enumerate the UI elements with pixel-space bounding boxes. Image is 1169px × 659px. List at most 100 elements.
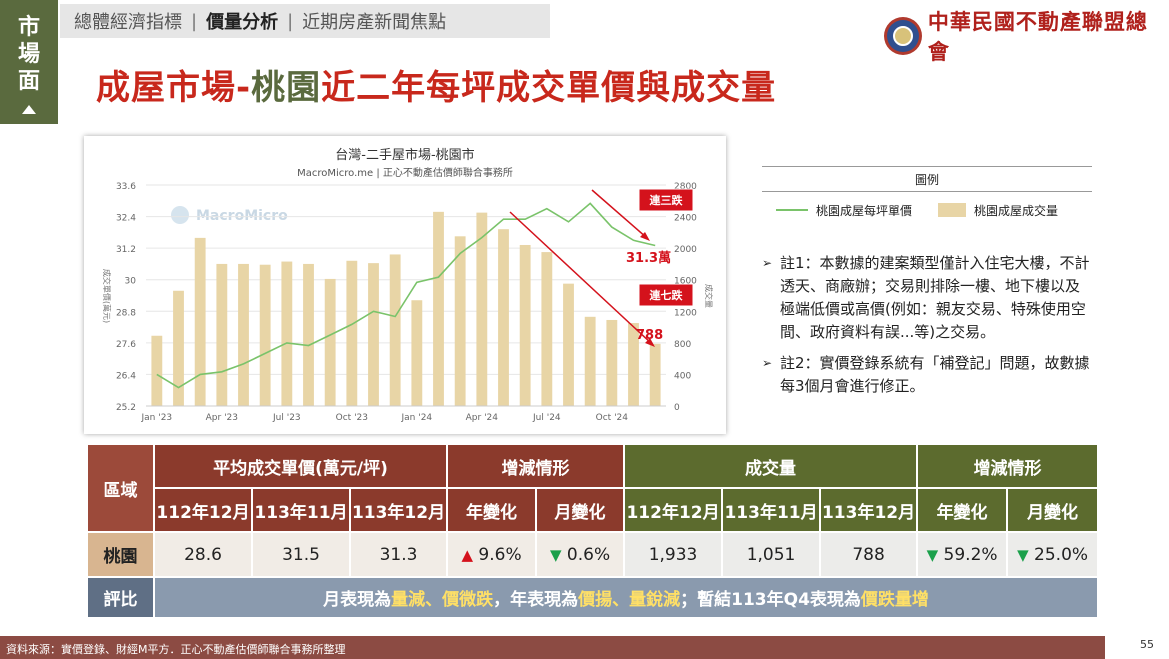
volume-bar bbox=[411, 300, 423, 406]
y-right-tick-label: 2000 bbox=[674, 245, 697, 255]
title-part-market: 成屋市場- bbox=[96, 68, 252, 108]
x-tick-label: Apr '23 bbox=[206, 413, 238, 423]
x-tick-label: Oct '24 bbox=[596, 413, 629, 423]
evaluation-row: 評比 月表現為量減、價微跌，年表現為價揚、量銳減；暫結113年Q4表現為價跌量增 bbox=[86, 576, 1100, 619]
combo-chart: 台灣-二手屋市場-桃園市 MacroMicro.me | 正心不動產估價師聯合事務… bbox=[102, 147, 714, 423]
volume-bar bbox=[649, 343, 661, 406]
eval-highlight: 量減、價微跌 bbox=[391, 590, 494, 610]
price-cell: 31.5 bbox=[251, 531, 351, 578]
org-name: 中華民國不動產聯盟總會 bbox=[927, 9, 1148, 64]
price-cell: 31.3 bbox=[348, 531, 449, 578]
chart-title: 台灣-二手屋市場-桃園市 bbox=[335, 147, 474, 163]
nav-separator: | bbox=[287, 10, 294, 32]
y-right-axis-label: 成交量 bbox=[704, 284, 714, 308]
period-header: 113年12月 bbox=[348, 487, 449, 533]
volume-bar bbox=[563, 283, 574, 406]
y-right-tick-label: 1600 bbox=[674, 277, 697, 287]
volume-yoy-value: 59.2% bbox=[943, 544, 998, 565]
arrow-head-icon bbox=[640, 232, 650, 241]
price-cell: 28.6 bbox=[153, 531, 253, 578]
y-left-tick-label: 28.8 bbox=[116, 308, 136, 318]
yoy-header: 年變化 bbox=[446, 487, 538, 533]
volume-bar bbox=[259, 264, 271, 406]
nav-item-macro[interactable]: 總體經濟指標 bbox=[74, 12, 182, 33]
volume-bar bbox=[476, 212, 488, 406]
nav-item-news[interactable]: 近期房產新聞焦點 bbox=[302, 12, 447, 33]
price-header: 平均成交單價(萬元/坪) bbox=[152, 443, 449, 489]
table-header-row: 區域 平均成交單價(萬元/坪) 增減情形 成交量 增減情形 bbox=[86, 443, 1100, 533]
eval-text: 月表現為量減、價微跌，年表現為價揚、量銳減；暫結113年Q4表現為價跌量增 bbox=[152, 576, 1100, 619]
nav-separator: | bbox=[191, 10, 198, 32]
y-left-tick-label: 30 bbox=[125, 277, 137, 287]
footer-bar bbox=[0, 636, 1105, 659]
volume-bar bbox=[628, 323, 639, 406]
chart-subtitle: MacroMicro.me | 正心不動產估價師聯合事務所 bbox=[297, 166, 513, 179]
eval-text-part: ；暫結113年Q4表現為 bbox=[680, 590, 861, 610]
price-change-header: 增減情形 bbox=[446, 443, 626, 489]
section-tag-char: 場 bbox=[17, 42, 40, 67]
trend-arrow-long bbox=[509, 211, 653, 345]
volume-change-header: 增減情形 bbox=[916, 443, 1100, 489]
note-item: ➢ 註1：本數據的建案類型僅計入住宅大樓，不計透天、商廠辦；交易則排除一樓、地下… bbox=[762, 252, 1094, 344]
nav-item-price-volume[interactable]: 價量分析 bbox=[206, 12, 279, 33]
section-tag-char: 面 bbox=[17, 69, 40, 94]
arrow-bullet-icon: ➢ bbox=[762, 256, 773, 270]
volume-bar bbox=[368, 263, 379, 406]
volume-bar bbox=[346, 260, 358, 406]
note-text: 註1：本數據的建案類型僅計入住宅大樓，不計透天、商廠辦；交易則排除一樓、地下樓以… bbox=[780, 254, 1090, 341]
area-cell: 桃園 bbox=[86, 531, 155, 578]
notes: ➢ 註1：本數據的建案類型僅計入住宅大樓，不計透天、商廠辦；交易則排除一樓、地下… bbox=[762, 252, 1094, 406]
period-header: 113年11月 bbox=[721, 487, 822, 533]
volume-bar bbox=[454, 236, 466, 406]
y-right-tick-label: 2800 bbox=[674, 182, 697, 192]
volume-bar bbox=[541, 252, 553, 406]
y-right-tick-label: 800 bbox=[674, 340, 691, 350]
volume-bar bbox=[389, 254, 401, 406]
y-left-tick-label: 27.6 bbox=[116, 340, 136, 350]
summary-table: 區域 平均成交單價(萬元/坪) 增減情形 成交量 增減情形 112年12月 11… bbox=[86, 443, 1100, 619]
period-header: 112年12月 bbox=[623, 487, 724, 533]
eval-highlight: 價跌量增 bbox=[860, 590, 929, 610]
note-text: 註2：實價登錄系統有「補登記」問題，故數據每3個月會進行修正。 bbox=[780, 354, 1090, 395]
mom-header: 月變化 bbox=[1006, 487, 1100, 533]
mom-header: 月變化 bbox=[535, 487, 626, 533]
x-tick-label: Jul '23 bbox=[272, 413, 301, 423]
volume-bar bbox=[324, 278, 336, 406]
legend-bar-swatch bbox=[938, 203, 967, 217]
period-header: 112年12月 bbox=[153, 487, 253, 533]
triangle-up-icon: ▲ bbox=[461, 545, 473, 564]
org-logo: 中華民國不動產聯盟總會 bbox=[884, 6, 1169, 66]
table-row: 桃園 28.6 31.5 31.3 ▲ 9.6% ▼ 0.6% 1,933 1,… bbox=[86, 531, 1100, 578]
arrow-bullet-icon: ➢ bbox=[762, 356, 773, 370]
volume-cell: 1,933 bbox=[623, 531, 724, 578]
volume-cell: 788 bbox=[819, 531, 919, 578]
volume-bar bbox=[606, 319, 618, 406]
y-left-tick-label: 25.2 bbox=[116, 403, 136, 413]
trend-arrow-short bbox=[591, 189, 648, 239]
watermark-logo-icon bbox=[171, 206, 189, 224]
legend-bar-label: 桃園成屋成交量 bbox=[974, 203, 1059, 218]
legend-row: 桃園成屋每坪單價 桃園成屋成交量 bbox=[762, 192, 1092, 228]
eval-text-part: 月表現為 bbox=[323, 590, 392, 610]
volume-header: 成交量 bbox=[623, 443, 919, 489]
eval-text-part: ，年表現為 bbox=[493, 590, 579, 610]
chart-watermark: MacroMicro bbox=[196, 208, 288, 224]
triangle-down-icon: ▼ bbox=[926, 545, 939, 564]
price-line bbox=[156, 202, 656, 389]
section-tag: 市 場 面 bbox=[0, 0, 58, 124]
chart-card: 台灣-二手屋市場-桃園市 MacroMicro.me | 正心不動產估價師聯合事務… bbox=[84, 136, 726, 434]
volume-cell: 1,051 bbox=[721, 531, 822, 578]
triangle-down-icon: ▼ bbox=[1017, 545, 1029, 564]
annotation-badge-three-drops: 連三跌 bbox=[650, 193, 684, 207]
eval-highlight: 價揚、量銳減 bbox=[578, 590, 681, 610]
triangle-down-icon: ▼ bbox=[549, 545, 562, 564]
volume-bar bbox=[519, 244, 531, 406]
volume-bar bbox=[498, 229, 509, 406]
table-subheader-row: 112年12月 113年11月 113年12月 年變化 月變化 112年12月 … bbox=[87, 487, 1100, 533]
volume-mom-value: 25.0% bbox=[1034, 544, 1089, 565]
y-left-tick-label: 33.6 bbox=[116, 182, 136, 192]
annotation-price-value: 31.3萬 bbox=[626, 250, 671, 266]
page-number: 55 bbox=[1140, 638, 1154, 651]
section-tag-char: 市 bbox=[17, 15, 40, 40]
